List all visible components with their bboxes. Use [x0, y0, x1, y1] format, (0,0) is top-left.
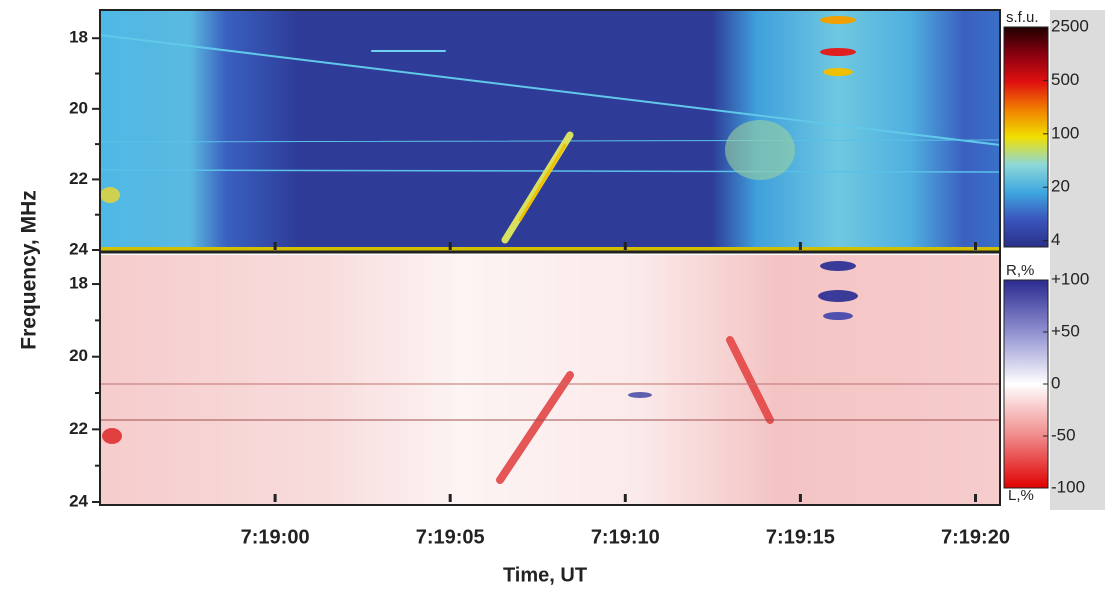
frame	[99, 9, 1001, 506]
y-tick-label: 24	[69, 491, 88, 510]
y-tick-label: 18	[69, 28, 88, 47]
x-tick-label: 7:19:05	[416, 526, 485, 548]
colorbar-tick-label: +50	[1051, 321, 1080, 340]
colorbar-tick-label: 2500	[1051, 16, 1089, 35]
colorbar-tick-label: 4	[1051, 230, 1060, 249]
colorbar-tick-label: 20	[1051, 177, 1070, 196]
panel-intensity	[100, 10, 1000, 250]
colorbar	[1003, 26, 1049, 248]
colorbar-title: R,%	[1006, 262, 1034, 279]
colorbar-tick-label: -100	[1051, 477, 1085, 496]
y-tick-label: 22	[69, 169, 88, 188]
bursts-top	[99, 16, 1001, 244]
y-tick-label: 22	[69, 419, 88, 438]
colorbar-title: s.f.u.	[1006, 9, 1039, 26]
y-tick-label: 24	[69, 239, 88, 258]
label-strip	[1050, 10, 1105, 510]
colorbar-tick-label: 0	[1051, 373, 1060, 392]
x-tick-label: 7:19:10	[591, 526, 660, 548]
colorbar-tick-label: 500	[1051, 70, 1079, 89]
x-tick-label: 7:19:20	[941, 526, 1010, 548]
x-axis-title: Time, UT	[503, 564, 587, 586]
x-tick-label: 7:19:00	[241, 526, 310, 548]
y-axis-title: Frequency, MHz	[18, 190, 41, 349]
colorbar-bottom-title: L,%	[1008, 487, 1034, 504]
colorbar-tick-label: -50	[1051, 425, 1076, 444]
colorbar	[1003, 279, 1049, 489]
colorbar-tick-label: +100	[1051, 269, 1089, 288]
x-tick-label: 7:19:15	[766, 526, 835, 548]
edge	[100, 247, 1000, 251]
y-tick-label: 20	[69, 346, 88, 365]
bursts-bottom	[99, 261, 1001, 484]
y-tick-label: 18	[69, 274, 88, 293]
y-tick-label: 20	[69, 98, 88, 117]
colorbar-tick-label: 100	[1051, 123, 1079, 142]
panel-polarization	[100, 255, 1000, 505]
